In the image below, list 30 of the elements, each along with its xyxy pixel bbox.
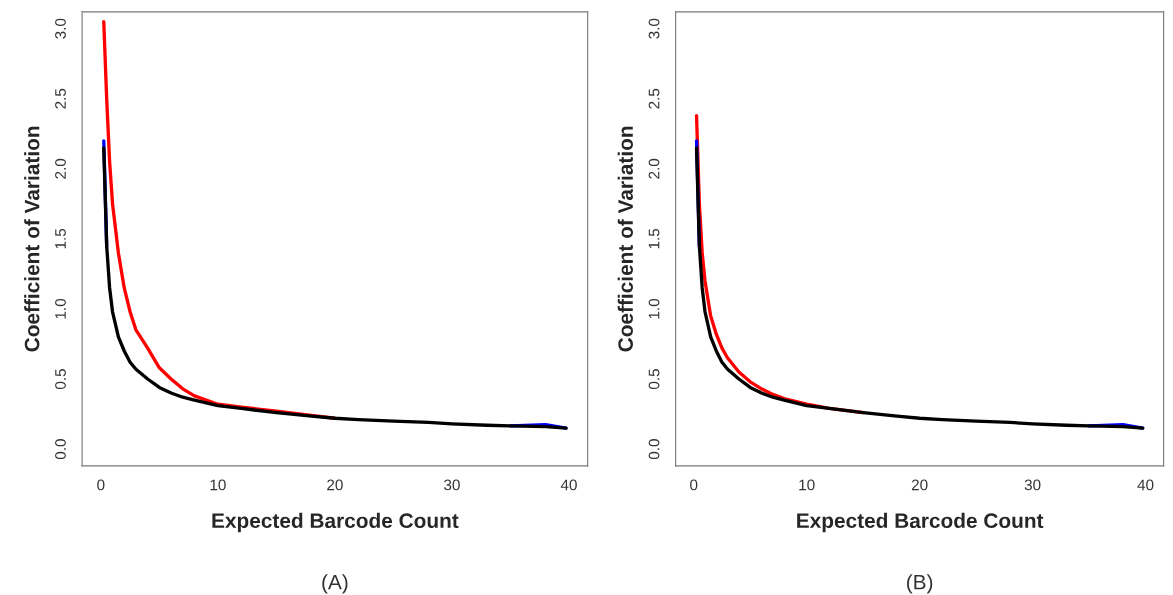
x-axis-title: Expected Barcode Count [212,512,459,533]
y-tick-label: 1.5 [648,228,660,249]
x-tick-label: 40 [1137,479,1154,491]
x-tick-label: 40 [560,479,577,491]
y-axis-title: Coefficient of Variation [24,126,40,352]
text: (A) [322,574,348,594]
y-tick-label: 3.0 [55,18,66,39]
y-tick-label: 0.5 [55,369,66,390]
x-tick-label: 20 [327,479,343,491]
x-tick-label: 20 [911,479,928,491]
x-tick-label: 30 [1024,479,1041,491]
y-tick-label: 0.5 [648,369,660,390]
y-tick-label: 1.5 [55,228,66,249]
y-tick-label: 3.0 [648,18,660,39]
x-tick-label: 10 [799,479,815,491]
y-tick-label: 2.0 [648,158,660,179]
x-tick-label: 10 [210,479,226,491]
x-tick-label: 0 [690,479,698,491]
y-tick-label: 2.5 [55,88,66,109]
y-tick-label: 0.0 [648,439,660,460]
y-tick-label: 2.0 [55,158,66,179]
y-tick-label: 1.0 [648,298,660,319]
x-tick-label: 0 [97,479,105,491]
y-axis-title: Coefficient of Variation [617,126,633,352]
x-axis-title: Expected Barcode Count [797,512,1044,533]
x-tick-label: 30 [444,479,460,491]
y-tick-label: 0.0 [55,439,66,460]
y-tick-label: 1.0 [55,298,66,319]
y-tick-label: 2.5 [648,88,660,109]
text: (B) [907,574,933,594]
